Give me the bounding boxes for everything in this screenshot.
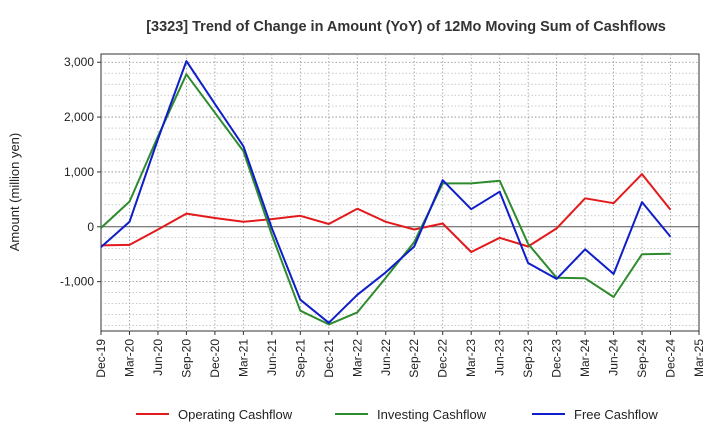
y-tick-label: 1,000 [64,165,94,179]
x-tick-label: Jun-20 [151,339,165,376]
legend: Operating Cashflow Investing Cashflow Free… [136,407,658,422]
x-tick-label: Sep-23 [521,339,535,378]
x-tick-label: Mar-22 [350,339,364,377]
y-tick-label: 2,000 [64,110,94,124]
series-line [100,73,671,326]
x-tick-label: Jun-24 [607,339,621,376]
x-tick-label: Dec-21 [322,339,336,378]
x-tick-label: Jun-23 [493,339,507,376]
chart-title: [3323] Trend of Change in Amount (YoY) o… [146,19,666,35]
y-tick-label: 3,000 [64,55,94,69]
y-tick-label: -1,000 [60,275,94,289]
x-tick-label: Dec-20 [208,339,222,378]
x-tick-label: Jun-21 [265,339,279,376]
x-tick-label: Mar-23 [464,339,478,377]
x-tick-label: Sep-20 [179,339,193,378]
x-tick-label: Jun-22 [379,339,393,376]
x-tick-label: Dec-22 [436,339,450,378]
x-tick-label: Mar-20 [122,339,136,377]
x-tick-label: Mar-25 [692,339,706,377]
x-tick-label: Sep-22 [407,339,421,378]
x-tick-label: Dec-24 [664,339,678,378]
x-tick-label: Mar-21 [236,339,250,377]
series-line [100,60,672,324]
series-line [100,173,672,253]
y-tick-label: 0 [87,220,94,234]
x-tick-label: Dec-19 [94,339,108,378]
y-tick-labels: 3,000 2,000 1,000 0 -1,000 [60,55,101,289]
plot-area [100,53,700,332]
series-lines [100,60,672,326]
y-axis-label: Amount (million yen) [7,133,22,252]
legend-label: Investing Cashflow [377,407,487,422]
x-tick-labels: Dec-19 Mar-20 Jun-20 Sep-20 Dec-20 Mar-21 Jun-… [94,331,706,378]
x-tick-label: Dec-23 [550,339,564,378]
x-tick-label: Sep-21 [293,339,307,378]
legend-label: Operating Cashflow [178,407,293,422]
legend-label: Free Cashflow [574,407,658,422]
x-tick-label: Sep-24 [635,339,649,378]
x-tick-label: Mar-24 [578,339,592,377]
